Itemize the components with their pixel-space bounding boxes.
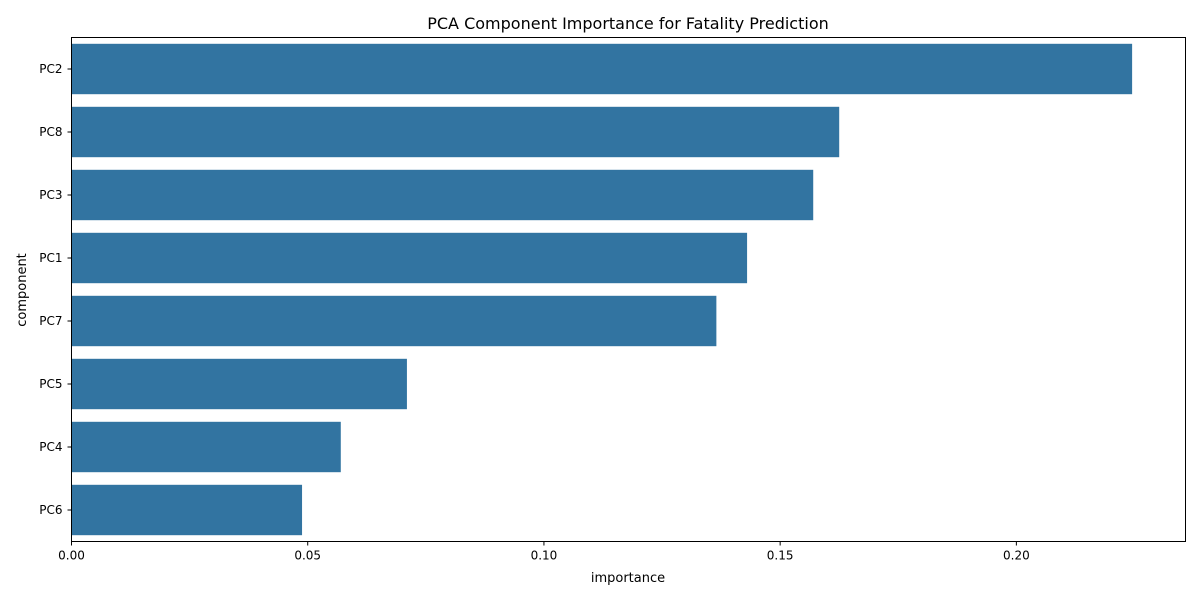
x-axis-label: importance (591, 571, 665, 586)
chart-title: PCA Component Importance for Fatality Pr… (427, 14, 829, 33)
bar-pc7 (71, 295, 717, 347)
bar-pc1 (71, 232, 748, 284)
x-axis-ticks: 0.00 0.05 0.10 0.15 0.20 (58, 541, 1030, 563)
plot-frame (71, 37, 1186, 542)
y-tick-label: PC4 (39, 440, 62, 454)
y-tick-label: PC6 (39, 503, 62, 517)
y-tick-label: PC7 (39, 314, 62, 328)
y-tick-label: PC3 (39, 188, 62, 202)
bar-pc3 (71, 169, 814, 221)
y-axis-label: component (15, 253, 30, 327)
bar-pc2 (71, 43, 1133, 95)
y-tick-label: PC2 (39, 62, 62, 76)
bars-group (71, 43, 1133, 536)
x-tick-label: 0.10 (531, 549, 558, 563)
bar-pc6 (71, 484, 303, 536)
bar-pc5 (71, 358, 407, 410)
y-tick-label: PC1 (39, 251, 62, 265)
x-tick-label: 0.20 (1003, 549, 1030, 563)
x-tick-label: 0.05 (294, 549, 321, 563)
bar-pc8 (71, 106, 840, 158)
x-tick-label: 0.00 (58, 549, 85, 563)
y-tick-label: PC8 (39, 125, 62, 139)
bar-pc4 (71, 421, 341, 473)
y-axis-ticks: PC2 PC8 PC3 PC1 PC7 PC5 PC4 PC6 (39, 62, 72, 517)
x-tick-label: 0.15 (767, 549, 794, 563)
y-tick-label: PC5 (39, 377, 62, 391)
